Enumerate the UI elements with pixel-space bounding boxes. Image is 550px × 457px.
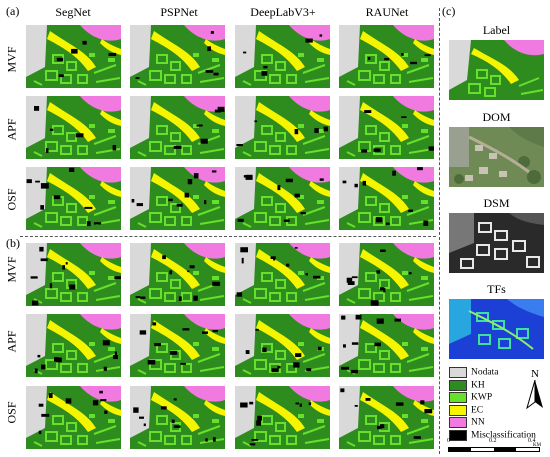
tfs-image — [449, 299, 544, 359]
result-tile-a-apf-deeplab — [235, 96, 330, 159]
panel-label-a: (a) — [6, 4, 20, 18]
row-label-osf-b: OSF — [4, 401, 19, 424]
horizontal-separator — [20, 236, 436, 237]
result-tile-a-osf-raunet — [339, 167, 434, 230]
column-header-raunet: RAUNet — [365, 5, 409, 19]
result-tile-b-apf-segnet — [26, 314, 121, 377]
scale-bar-graphic — [448, 447, 540, 452]
legend-label: NN — [471, 417, 485, 428]
result-tile-a-mvf-raunet — [339, 25, 434, 88]
north-arrow-icon — [526, 379, 543, 410]
result-tile-b-osf-pspnet — [130, 386, 225, 449]
vertical-separator — [439, 8, 440, 454]
result-tile-b-apf-deeplab — [235, 314, 330, 377]
legend-swatch — [449, 404, 467, 416]
dsm-image — [449, 213, 544, 273]
result-tile-b-osf-segnet — [26, 386, 121, 449]
label-title: Label — [482, 23, 511, 37]
legend-item-nn: NN — [449, 417, 485, 428]
scale-tick-2: 0.4 — [528, 438, 536, 444]
row-label-apf-b: APF — [4, 330, 19, 353]
legend-item-misclassification: Misclassification — [449, 429, 536, 441]
result-tile-b-apf-pspnet — [130, 314, 225, 377]
panel-label-c: (c) — [442, 4, 456, 18]
result-tile-b-mvf-pspnet — [130, 243, 225, 306]
dsm-title: DSM — [483, 196, 510, 210]
legend-swatch — [449, 417, 467, 428]
legend-item-ec: EC — [449, 404, 484, 416]
result-tile-b-osf-deeplab — [235, 386, 330, 449]
label-image — [449, 40, 544, 100]
north-arrow: N — [526, 368, 544, 412]
legend-item-kwp: KWP — [449, 392, 492, 403]
result-tile-b-mvf-segnet — [26, 243, 121, 306]
result-tile-b-osf-raunet — [339, 386, 434, 449]
row-label-osf-a: OSF — [4, 188, 19, 211]
scale-unit: KM — [533, 443, 542, 448]
legend-swatch — [449, 392, 467, 403]
tfs-title: TFs — [487, 282, 506, 296]
legend-label: Misclassification — [471, 430, 536, 441]
row-label-mvf-b: MVF — [4, 256, 19, 283]
north-label: N — [531, 368, 539, 380]
dom-title: DOM — [482, 110, 511, 124]
scale-tick-0: 0 — [447, 438, 450, 444]
dom-image — [449, 127, 544, 187]
result-tile-a-osf-pspnet — [130, 167, 225, 230]
result-tile-a-mvf-deeplab — [235, 25, 330, 88]
result-tile-a-apf-segnet — [26, 96, 121, 159]
row-label-apf-a: APF — [4, 118, 19, 141]
legend-label: Nodata — [471, 367, 499, 378]
panel-label-b: (b) — [6, 236, 20, 250]
scale-tick-1: 0.2 — [489, 438, 497, 444]
result-tile-a-apf-raunet — [339, 96, 434, 159]
legend-swatch — [449, 367, 467, 378]
legend-item-nodata: Nodata — [449, 367, 498, 378]
result-tile-b-mvf-raunet — [339, 243, 434, 306]
legend-swatch — [449, 429, 467, 441]
result-tile-a-apf-pspnet — [130, 96, 225, 159]
legend-swatch — [449, 379, 467, 391]
row-label-mvf-a: MVF — [4, 46, 19, 73]
result-tile-a-osf-deeplab — [235, 167, 330, 230]
scale-bar: 0 0.2 0.4 KM — [447, 438, 544, 456]
legend-label: KWP — [471, 392, 493, 403]
column-header-pspnet: PSPNet — [160, 5, 198, 19]
column-header-segnet: SegNet — [55, 5, 91, 19]
legend-label: KH — [471, 380, 485, 391]
result-tile-a-mvf-segnet — [26, 25, 121, 88]
column-header-deeplab: DeepLabV3+ — [250, 5, 316, 19]
result-tile-a-osf-segnet — [26, 167, 121, 230]
result-tile-a-mvf-pspnet — [130, 25, 225, 88]
result-tile-b-mvf-deeplab — [235, 243, 330, 306]
result-tile-b-apf-raunet — [339, 314, 434, 377]
legend-label: EC — [471, 405, 484, 416]
legend-item-kh: KH — [449, 379, 485, 391]
